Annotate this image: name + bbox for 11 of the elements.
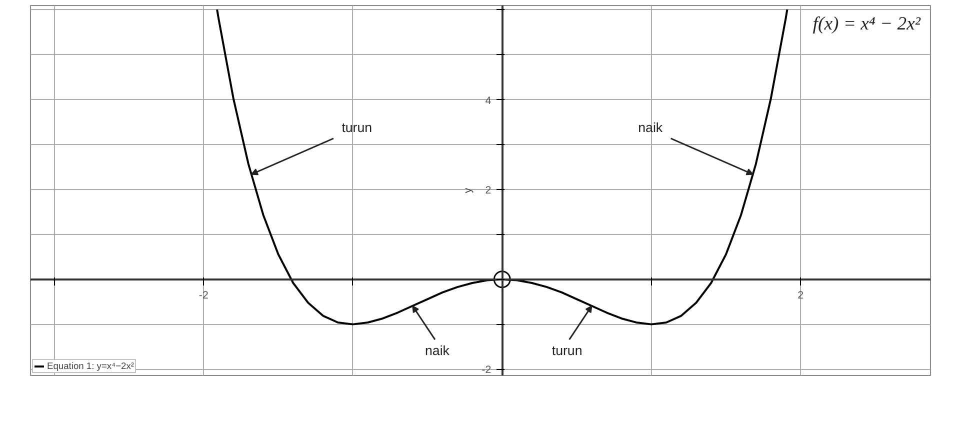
y-axis-title: y	[462, 187, 474, 194]
y-tick-label: 4	[485, 94, 492, 107]
annotation: naik	[638, 120, 663, 135]
text: f(x) = x⁴ − 2x²	[812, 14, 921, 34]
annotation: turun	[342, 120, 372, 135]
line-series	[216, 8, 788, 326]
y-tick-label: 2	[485, 184, 492, 197]
y-tick-label: -2	[482, 364, 492, 376]
legend-label: Equation 1: y=x⁴−2x²	[47, 361, 134, 371]
annotation: turun	[552, 342, 582, 358]
annotation: naik	[424, 342, 450, 358]
